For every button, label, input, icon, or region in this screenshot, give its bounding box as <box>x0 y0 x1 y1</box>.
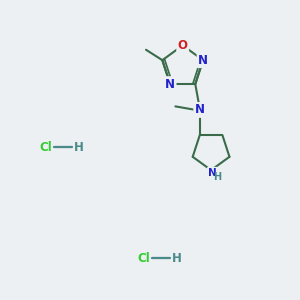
Text: Cl: Cl <box>138 252 150 265</box>
Text: N: N <box>198 54 208 67</box>
Text: N: N <box>165 78 175 91</box>
Text: N: N <box>195 103 205 116</box>
Text: O: O <box>178 39 188 52</box>
Text: H: H <box>74 140 84 154</box>
Text: H: H <box>172 252 182 265</box>
Text: N: N <box>208 168 217 178</box>
Text: H: H <box>214 172 222 182</box>
Text: Cl: Cl <box>40 140 52 154</box>
